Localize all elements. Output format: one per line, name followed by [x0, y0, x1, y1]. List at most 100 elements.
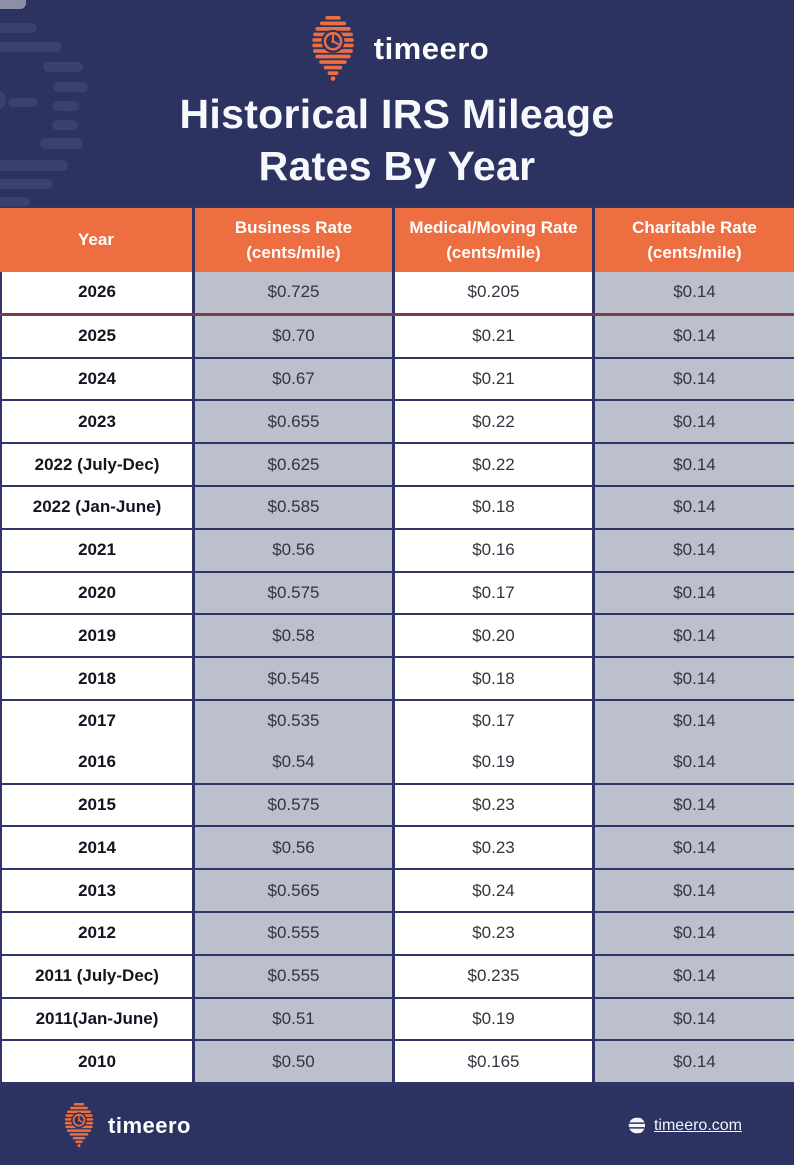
medical-moving-rate-cell: $0.22 — [395, 401, 595, 443]
medical-moving-rate-cell: $0.19 — [395, 998, 595, 1040]
charitable-rate-cell: $0.14 — [595, 444, 794, 485]
timeero-logo-icon — [312, 16, 354, 81]
medical-moving-rate-cell: $0.17 — [395, 572, 595, 614]
charitable-rate-cell: $0.14 — [595, 401, 794, 443]
website-link[interactable]: timeero.com — [653, 1116, 742, 1134]
business-rate-cell: $0.54 — [195, 741, 395, 783]
page-title-line1: Historical IRS Mileage — [179, 91, 615, 137]
business-rate-cell: $0.555 — [195, 912, 395, 954]
table-row: 2019 $0.58 $0.20 $0.14 — [0, 615, 794, 659]
medical-moving-rate-cell: $0.24 — [395, 870, 595, 911]
medical-moving-rate-cell: $0.16 — [395, 529, 595, 571]
table-row: 2021 $0.56 $0.16 $0.14 — [0, 529, 794, 573]
year-cell: 2021 — [0, 529, 195, 571]
table-row: 2026 $0.725 $0.205 $0.14 — [0, 272, 794, 316]
table-row: 2024 $0.67 $0.21 $0.14 — [0, 358, 794, 402]
column-header-label: Medical/Moving Rate — [409, 217, 578, 237]
medical-moving-rate-cell: $0.19 — [395, 741, 595, 783]
year-cell: 2016 — [0, 741, 195, 783]
business-rate-cell: $0.535 — [195, 700, 395, 742]
website-link-group: timeero.com — [626, 1116, 742, 1135]
business-rate-cell: $0.50 — [195, 1041, 395, 1083]
column-header-sub: (cents/mile) — [647, 243, 742, 262]
business-rate-cell: $0.545 — [195, 658, 395, 699]
charitable-rate-cell: $0.14 — [595, 658, 794, 699]
business-rate-cell: $0.585 — [195, 486, 395, 528]
globe-icon — [626, 1116, 646, 1135]
medical-moving-rate-cell: $0.23 — [395, 784, 595, 826]
year-cell: 2022 (July-Dec) — [0, 444, 195, 485]
year-cell: 2015 — [0, 784, 195, 826]
year-cell: 2020 — [0, 572, 195, 614]
business-rate-cell: $0.70 — [195, 315, 395, 357]
charitable-rate-cell: $0.14 — [595, 486, 794, 528]
charitable-rate-cell: $0.14 — [595, 272, 794, 313]
year-cell: 2019 — [0, 615, 195, 657]
column-header-year: Year — [0, 208, 195, 272]
medical-moving-rate-cell: $0.235 — [395, 955, 595, 997]
business-rate-cell: $0.575 — [195, 784, 395, 826]
brand-wordmark: timeero — [373, 31, 490, 66]
column-header-label: Year — [78, 230, 114, 250]
column-header-label: Business Rate — [234, 217, 353, 237]
table-row: 2011 (July-Dec) $0.555 $0.235 $0.14 — [0, 955, 794, 999]
page-title-line2: Rates By Year — [258, 143, 536, 190]
column-header-label: Charitable Rate — [632, 217, 757, 237]
footer-bar: timeero timeero.com — [0, 1086, 794, 1165]
timeero-logo-icon — [64, 1103, 94, 1148]
medical-moving-rate-cell: $0.21 — [395, 358, 595, 400]
medical-moving-rate-cell: $0.165 — [395, 1041, 595, 1083]
business-rate-cell: $0.555 — [195, 955, 395, 997]
charitable-rate-cell: $0.14 — [595, 572, 794, 614]
medical-moving-rate-cell: $0.23 — [395, 827, 595, 869]
column-header-sub: (cents/mile) — [446, 243, 541, 262]
charitable-rate-cell: $0.14 — [595, 1041, 794, 1083]
year-cell: 2010 — [0, 1041, 195, 1083]
year-cell: 2011 (July-Dec) — [0, 955, 195, 997]
footer-brand: timeero — [60, 1103, 191, 1148]
column-header-sub: (cents/mile) — [246, 243, 341, 262]
charitable-rate-cell: $0.14 — [595, 615, 794, 657]
rates-table: Year Business Rate (cents/mile) Medical/… — [0, 206, 794, 1087]
medical-moving-rate-cell: $0.205 — [395, 272, 595, 313]
table-row: 2022 (Jan-June) $0.585 $0.18 $0.14 — [0, 486, 794, 530]
table-row: 2023 $0.655 $0.22 $0.14 — [0, 401, 794, 445]
table-row: 2020 $0.575 $0.17 $0.14 — [0, 572, 794, 616]
table-row: 2012 $0.555 $0.23 $0.14 — [0, 912, 794, 956]
column-header-business-rate: Business Rate (cents/mile) — [195, 208, 395, 272]
year-cell: 2013 — [0, 870, 195, 911]
table-row: 2022 (July-Dec) $0.625 $0.22 $0.14 — [0, 444, 794, 487]
brand-logo-row: timeero — [0, 0, 794, 86]
table-header-row: Year Business Rate (cents/mile) Medical/… — [0, 206, 794, 272]
business-rate-cell: $0.565 — [195, 870, 395, 911]
medical-moving-rate-cell: $0.20 — [395, 615, 595, 657]
table-row: 2018 $0.545 $0.18 $0.14 — [0, 658, 794, 701]
charitable-rate-cell: $0.14 — [595, 912, 794, 954]
business-rate-cell: $0.51 — [195, 998, 395, 1040]
year-cell: 2022 (Jan-June) — [0, 486, 195, 528]
medical-moving-rate-cell: $0.23 — [395, 912, 595, 954]
hero-header: timeero Historical IRS Mileage Rates By … — [0, 0, 794, 207]
charitable-rate-cell: $0.14 — [595, 358, 794, 400]
medical-moving-rate-cell: $0.21 — [395, 315, 595, 357]
year-cell: 2024 — [0, 358, 195, 400]
year-cell: 2012 — [0, 912, 195, 954]
business-rate-cell: $0.67 — [195, 358, 395, 400]
charitable-rate-cell: $0.14 — [595, 529, 794, 571]
medical-moving-rate-cell: $0.22 — [395, 444, 595, 485]
charitable-rate-cell: $0.14 — [595, 741, 794, 783]
business-rate-cell: $0.725 — [195, 272, 395, 313]
table-row: 2025 $0.70 $0.21 $0.14 — [0, 315, 794, 359]
medical-moving-rate-cell: $0.18 — [395, 658, 595, 699]
table-row: 2014 $0.56 $0.23 $0.14 — [0, 827, 794, 871]
year-cell: 2025 — [0, 315, 195, 357]
year-cell: 2011(Jan-June) — [0, 998, 195, 1040]
charitable-rate-cell: $0.14 — [595, 870, 794, 911]
table-row: 2011(Jan-June) $0.51 $0.19 $0.14 — [0, 998, 794, 1042]
year-cell: 2014 — [0, 827, 195, 869]
business-rate-cell: $0.575 — [195, 572, 395, 614]
year-cell: 2017 — [0, 700, 195, 742]
charitable-rate-cell: $0.14 — [595, 700, 794, 742]
year-cell: 2023 — [0, 401, 195, 443]
